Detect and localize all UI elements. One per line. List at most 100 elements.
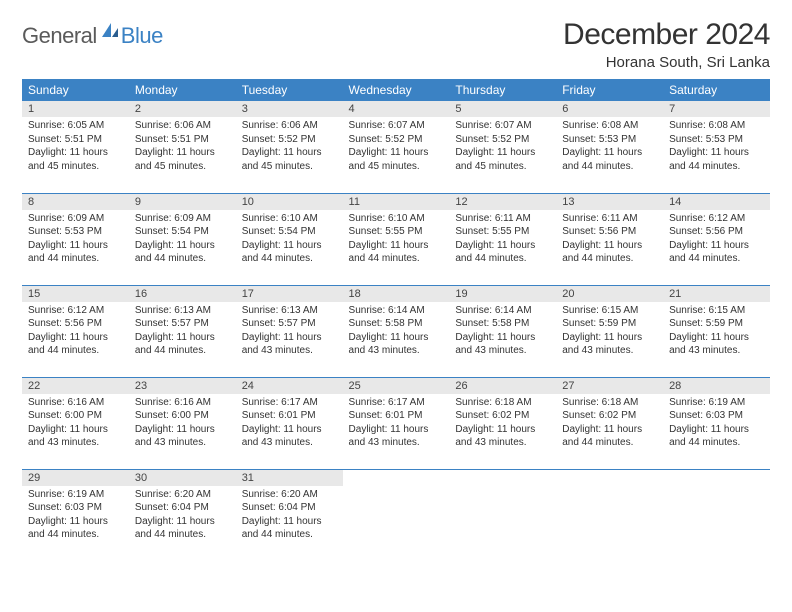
calendar-cell: 30Sunrise: 6:20 AMSunset: 6:04 PMDayligh… [129,469,236,561]
day-number: 2 [129,101,236,117]
calendar-cell: 29Sunrise: 6:19 AMSunset: 6:03 PMDayligh… [22,469,129,561]
calendar-row: 29Sunrise: 6:19 AMSunset: 6:03 PMDayligh… [22,469,770,561]
calendar-cell: 15Sunrise: 6:12 AMSunset: 5:56 PMDayligh… [22,285,129,377]
day-details: Sunrise: 6:17 AMSunset: 6:01 PMDaylight:… [236,394,343,454]
calendar-cell: 12Sunrise: 6:11 AMSunset: 5:55 PMDayligh… [449,193,556,285]
sunset-line: Sunset: 6:02 PM [562,409,657,423]
day-details: Sunrise: 6:10 AMSunset: 5:55 PMDaylight:… [343,210,450,270]
sunset-line: Sunset: 6:03 PM [669,409,764,423]
calendar-cell: 7Sunrise: 6:08 AMSunset: 5:53 PMDaylight… [663,101,770,193]
day-number: 1 [22,101,129,117]
sunset-line: Sunset: 5:58 PM [455,317,550,331]
day-number: 20 [556,286,663,302]
calendar-cell: 14Sunrise: 6:12 AMSunset: 5:56 PMDayligh… [663,193,770,285]
day-number: 30 [129,470,236,486]
day-number: 19 [449,286,556,302]
day-number: 22 [22,378,129,394]
logo-sail-icon [101,22,119,43]
day-number: 25 [343,378,450,394]
day-number: 13 [556,194,663,210]
day-number: 11 [343,194,450,210]
sunset-line: Sunset: 5:56 PM [669,225,764,239]
calendar-cell: 10Sunrise: 6:10 AMSunset: 5:54 PMDayligh… [236,193,343,285]
sunrise-line: Sunrise: 6:10 AM [349,212,444,226]
calendar-cell: 22Sunrise: 6:16 AMSunset: 6:00 PMDayligh… [22,377,129,469]
daylight-line: Daylight: 11 hours and 43 minutes. [242,423,337,450]
calendar-row: 1Sunrise: 6:05 AMSunset: 5:51 PMDaylight… [22,101,770,193]
calendar-cell: 9Sunrise: 6:09 AMSunset: 5:54 PMDaylight… [129,193,236,285]
day-details: Sunrise: 6:20 AMSunset: 6:04 PMDaylight:… [236,486,343,546]
sunset-line: Sunset: 5:56 PM [562,225,657,239]
logo-text-general: General [22,23,97,49]
day-details: Sunrise: 6:13 AMSunset: 5:57 PMDaylight:… [129,302,236,362]
calendar-cell [449,469,556,561]
sunset-line: Sunset: 5:53 PM [669,133,764,147]
daylight-line: Daylight: 11 hours and 44 minutes. [28,515,123,542]
sunset-line: Sunset: 6:01 PM [349,409,444,423]
day-number: 16 [129,286,236,302]
day-details: Sunrise: 6:10 AMSunset: 5:54 PMDaylight:… [236,210,343,270]
daylight-line: Daylight: 11 hours and 44 minutes. [669,423,764,450]
sunrise-line: Sunrise: 6:20 AM [242,488,337,502]
weekday-header: Monday [129,79,236,101]
sunset-line: Sunset: 5:58 PM [349,317,444,331]
daylight-line: Daylight: 11 hours and 44 minutes. [562,423,657,450]
daylight-line: Daylight: 11 hours and 44 minutes. [669,146,764,173]
daylight-line: Daylight: 11 hours and 45 minutes. [242,146,337,173]
daylight-line: Daylight: 11 hours and 45 minutes. [455,146,550,173]
sunset-line: Sunset: 5:59 PM [562,317,657,331]
daylight-line: Daylight: 11 hours and 43 minutes. [669,331,764,358]
sunrise-line: Sunrise: 6:08 AM [669,119,764,133]
day-number: 8 [22,194,129,210]
day-details: Sunrise: 6:18 AMSunset: 6:02 PMDaylight:… [449,394,556,454]
day-details: Sunrise: 6:06 AMSunset: 5:51 PMDaylight:… [129,117,236,177]
day-number: 28 [663,378,770,394]
day-number: 17 [236,286,343,302]
calendar-cell [343,469,450,561]
day-number: 18 [343,286,450,302]
sunrise-line: Sunrise: 6:19 AM [28,488,123,502]
calendar-cell: 18 Sunrise: 6:14 AMSunset: 5:58 PMDayligh… [343,285,450,377]
calendar-cell: 20Sunrise: 6:15 AMSunset: 5:59 PMDayligh… [556,285,663,377]
sunset-line: Sunset: 5:53 PM [28,225,123,239]
day-details: Sunrise: 6:07 AMSunset: 5:52 PMDaylight:… [449,117,556,177]
sunset-line: Sunset: 6:00 PM [28,409,123,423]
day-number: 27 [556,378,663,394]
day-number: 24 [236,378,343,394]
day-details: Sunrise: 6:15 AMSunset: 5:59 PMDaylight:… [663,302,770,362]
sunrise-line: Sunrise: 6:12 AM [28,304,123,318]
day-number: 31 [236,470,343,486]
calendar-cell [663,469,770,561]
daylight-line: Daylight: 11 hours and 43 minutes. [349,331,444,358]
sunrise-line: Sunrise: 6:18 AM [562,396,657,410]
daylight-line: Daylight: 11 hours and 44 minutes. [28,239,123,266]
day-number: 29 [22,470,129,486]
sunrise-line: Sunrise: 6:13 AM [242,304,337,318]
sunset-line: Sunset: 5:52 PM [349,133,444,147]
sunrise-line: Sunrise: 6:09 AM [135,212,230,226]
sunrise-line: Sunrise: 6:06 AM [242,119,337,133]
day-details: Sunrise: 6:16 AMSunset: 6:00 PMDaylight:… [22,394,129,454]
calendar-cell: 11Sunrise: 6:10 AMSunset: 5:55 PMDayligh… [343,193,450,285]
weekday-header: Friday [556,79,663,101]
day-number: 7 [663,101,770,117]
weekday-header: Saturday [663,79,770,101]
page-header: General Blue December 2024 Horana South,… [22,18,770,71]
day-number: 21 [663,286,770,302]
daylight-line: Daylight: 11 hours and 43 minutes. [242,331,337,358]
calendar-cell: 5Sunrise: 6:07 AMSunset: 5:52 PMDaylight… [449,101,556,193]
calendar-cell: 13Sunrise: 6:11 AMSunset: 5:56 PMDayligh… [556,193,663,285]
day-details: Sunrise: 6:12 AMSunset: 5:56 PMDaylight:… [22,302,129,362]
calendar-cell: 1Sunrise: 6:05 AMSunset: 5:51 PMDaylight… [22,101,129,193]
day-details: Sunrise: 6:08 AMSunset: 5:53 PMDaylight:… [663,117,770,177]
day-details: Sunrise: 6:14 AMSunset: 5:58 PMDaylight:… [449,302,556,362]
sunrise-line: Sunrise: 6:18 AM [455,396,550,410]
calendar-row: 8 Sunrise: 6:09 AM Sunset: 5:53 PMDaylight… [22,193,770,285]
sunset-line: Sunset: 6:01 PM [242,409,337,423]
sunrise-line: Sunrise: 6:17 AM [349,396,444,410]
sunrise-line: Sunrise: 6:14 AM [349,304,444,318]
sunrise-line: Sunrise: 6:19 AM [669,396,764,410]
daylight-line: Daylight: 11 hours and 43 minutes. [562,331,657,358]
day-number: 3 [236,101,343,117]
day-number: 4 [343,101,450,117]
